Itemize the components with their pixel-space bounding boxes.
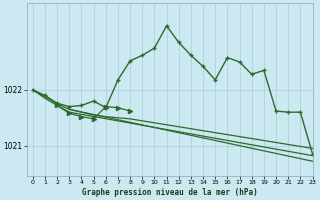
X-axis label: Graphe pression niveau de la mer (hPa): Graphe pression niveau de la mer (hPa): [82, 188, 258, 197]
